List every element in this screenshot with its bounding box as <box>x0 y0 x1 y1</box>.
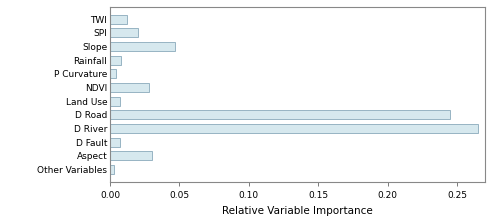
Bar <box>110 124 478 133</box>
X-axis label: Relative Variable Importance: Relative Variable Importance <box>222 206 373 216</box>
Bar <box>110 151 152 160</box>
Bar <box>110 28 138 37</box>
Bar <box>110 138 120 147</box>
Bar <box>110 69 116 78</box>
Bar <box>110 97 120 106</box>
Bar <box>110 83 149 92</box>
Bar <box>110 165 114 174</box>
Bar <box>110 56 121 65</box>
Bar <box>110 15 126 24</box>
Bar <box>110 42 176 51</box>
Bar <box>110 110 450 119</box>
